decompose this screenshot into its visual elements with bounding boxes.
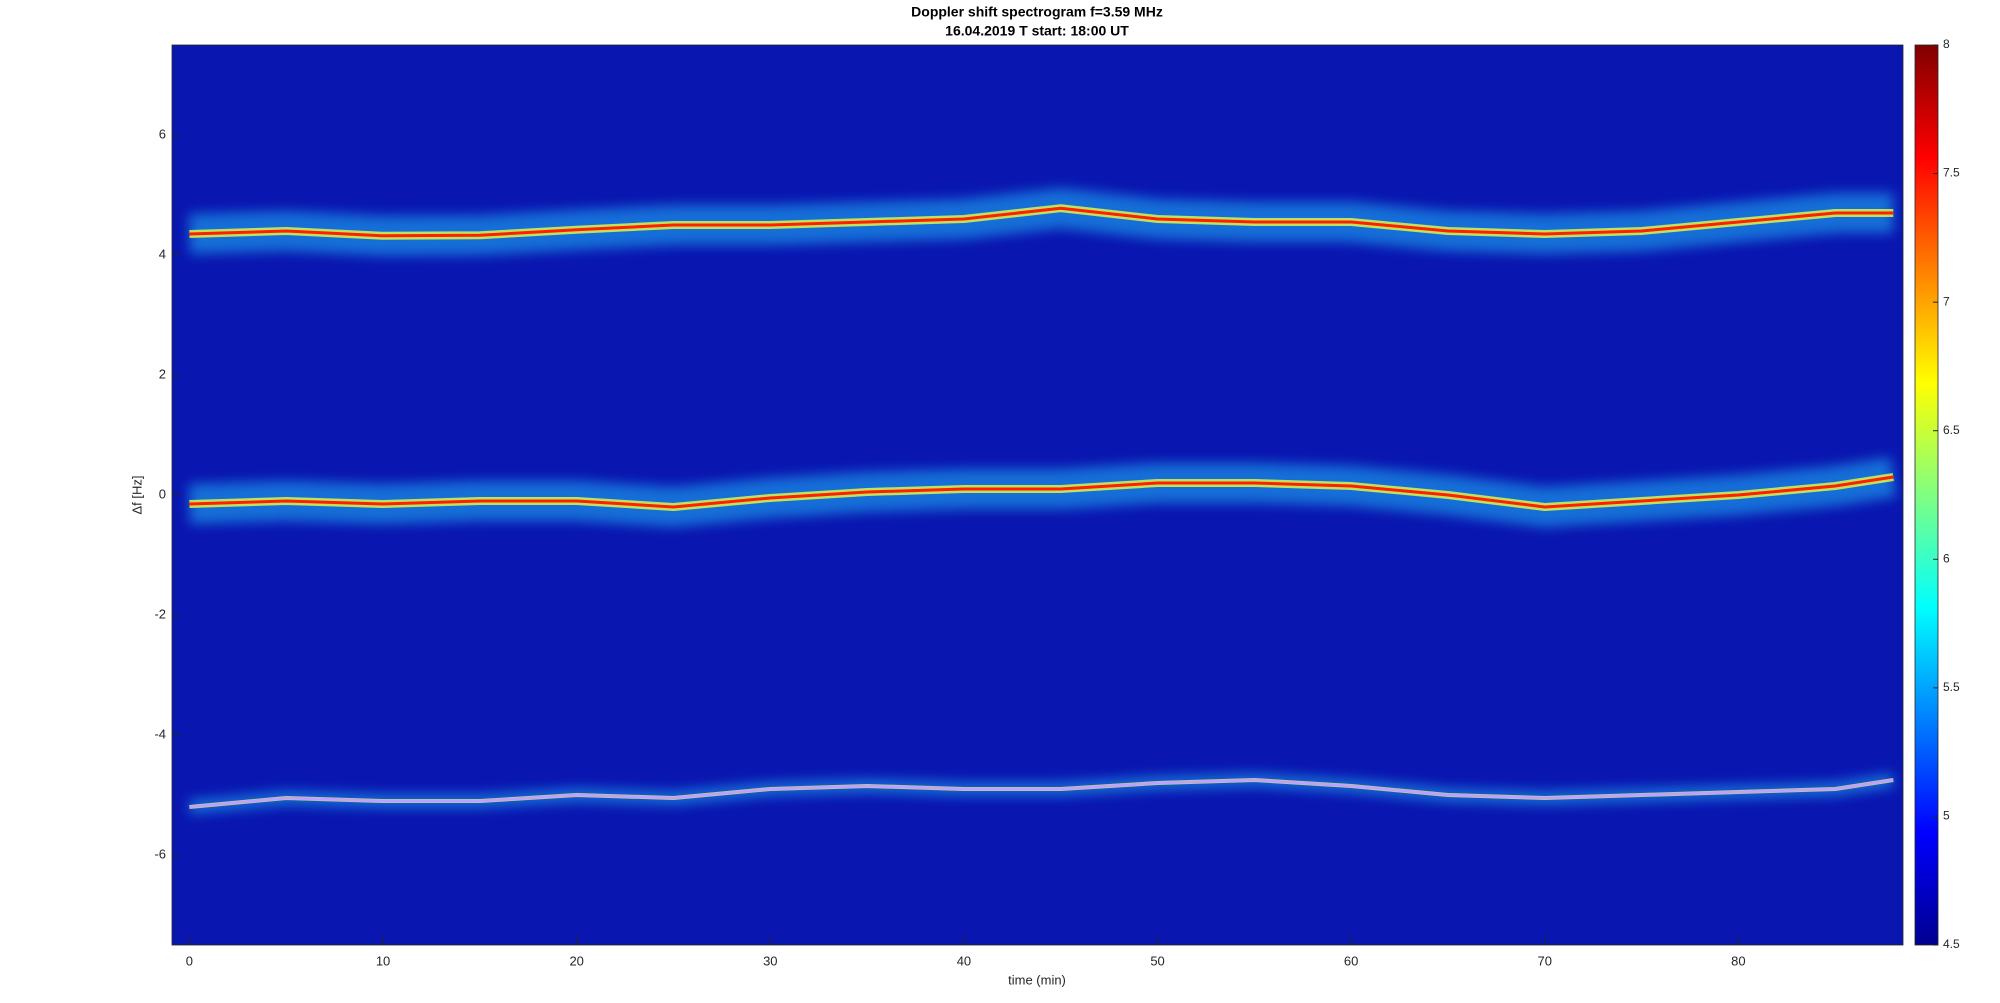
x-axis-label: time (min)	[1008, 972, 1066, 987]
colorbar-tick-label: 7.5	[1943, 166, 1960, 180]
y-tick-label: -4	[154, 726, 166, 741]
y-tick-label: -2	[154, 606, 166, 621]
x-tick-label: 60	[1344, 953, 1358, 968]
colorbar-tick-label: 4.5	[1943, 937, 1960, 951]
colorbar-tick-label: 6	[1943, 551, 1950, 565]
x-tick-label: 30	[763, 953, 777, 968]
colorbar-tick-label: 5	[1943, 809, 1950, 823]
trace	[189, 778, 1894, 809]
y-tick-label: 6	[159, 126, 166, 141]
x-tick-label: 40	[957, 953, 971, 968]
colorbar-tick-label: 6.5	[1943, 423, 1960, 437]
x-tick-label: 10	[376, 953, 390, 968]
trace	[189, 206, 1894, 238]
x-tick-label: 50	[1150, 953, 1164, 968]
chart-subtitle: 16.04.2019 T start: 18:00 UT	[945, 23, 1129, 39]
colorbar-tick-label: 5.5	[1943, 680, 1960, 694]
x-tick-label: 0	[186, 953, 193, 968]
x-tick-label: 80	[1731, 953, 1745, 968]
y-axis-label: Δf [Hz]	[129, 475, 144, 514]
colorbar-tick-label: 8	[1943, 37, 1950, 51]
colorbar	[1914, 44, 1939, 946]
y-tick-label: 4	[159, 246, 166, 261]
colorbar-tick-label: 7	[1943, 294, 1950, 308]
y-tick-label: -6	[154, 846, 166, 861]
y-tick-label: 0	[159, 486, 166, 501]
chart-title: Doppler shift spectrogram f=3.59 MHz	[911, 4, 1163, 20]
x-tick-label: 20	[569, 953, 583, 968]
trace	[189, 475, 1894, 509]
x-tick-label: 70	[1538, 953, 1552, 968]
y-tick-label: 2	[159, 366, 166, 381]
